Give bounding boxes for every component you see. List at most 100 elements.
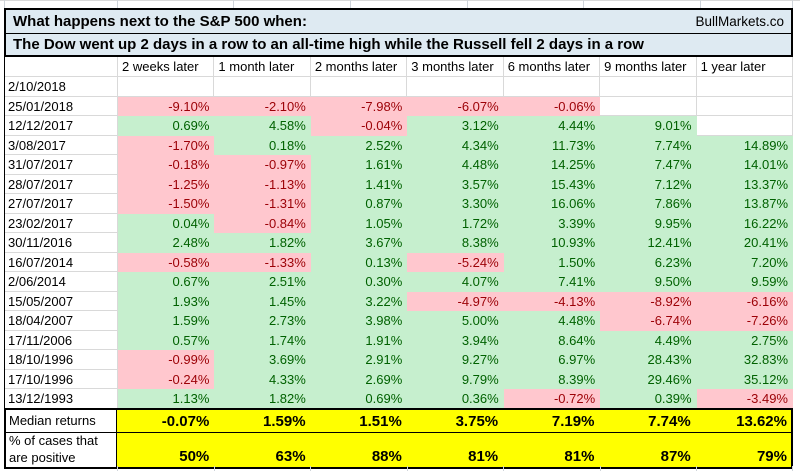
- return-cell: 16.22%: [696, 213, 793, 233]
- return-cell: -0.18%: [118, 155, 215, 175]
- return-cell: 1.82%: [214, 233, 311, 253]
- return-cell: 6.97%: [503, 350, 601, 370]
- return-cell: 10.93%: [503, 233, 601, 253]
- return-cell: 0.57%: [118, 330, 215, 350]
- return-cell: 7.12%: [600, 174, 697, 194]
- return-cell: 14.25%: [503, 155, 601, 175]
- return-cell: 16.06%: [503, 194, 601, 214]
- return-cell: 2.73%: [214, 311, 311, 331]
- return-cell: 3.22%: [310, 291, 408, 311]
- column-header: 3 months later: [407, 57, 504, 77]
- page-subtitle: The Dow went up 2 days in a row to an al…: [13, 35, 644, 53]
- return-cell: 1.72%: [407, 213, 504, 233]
- column-header: 1 month later: [214, 57, 311, 77]
- summary-value: 50%: [117, 433, 214, 467]
- column-header: 6 months later: [503, 57, 601, 77]
- corner-cell: [5, 57, 118, 77]
- column-header: 2 months later: [310, 57, 408, 77]
- return-cell: 1.59%: [118, 311, 215, 331]
- date-cell: 18/04/2007: [5, 311, 118, 331]
- return-cell: 29.46%: [600, 369, 697, 389]
- return-cell: -3.49%: [696, 389, 793, 409]
- page-title: What happens next to the S&P 500 when:: [13, 13, 307, 30]
- brand-label: BullMarkets.co: [695, 14, 784, 29]
- return-cell: 2.91%: [310, 350, 408, 370]
- return-cell: -1.70%: [118, 135, 215, 155]
- top-gridline: [0, 0, 800, 1]
- summary-value: 1.59%: [213, 410, 310, 432]
- summary-value: 7.74%: [598, 410, 695, 432]
- return-cell: 14.89%: [696, 135, 793, 155]
- summary-value: 13.62%: [694, 410, 791, 432]
- return-cell: 7.20%: [696, 252, 793, 272]
- return-cell: 0.39%: [600, 389, 697, 409]
- return-cell: -5.24%: [407, 252, 504, 272]
- return-cell: 20.41%: [696, 233, 793, 253]
- gridline-stub: [4, 0, 5, 8]
- return-cell: 28.43%: [600, 350, 697, 370]
- column-header: 1 year later: [696, 57, 793, 77]
- return-cell: 7.86%: [600, 194, 697, 214]
- return-cell: -6.07%: [407, 96, 504, 116]
- return-cell: 8.64%: [503, 330, 601, 350]
- return-cell: 2.52%: [310, 135, 408, 155]
- return-cell: -1.50%: [118, 194, 215, 214]
- summary-value: 1.51%: [309, 410, 406, 432]
- return-cell: 3.57%: [407, 174, 504, 194]
- return-cell: 3.30%: [407, 194, 504, 214]
- return-cell: 3.12%: [407, 116, 504, 136]
- return-cell: 1.50%: [503, 252, 601, 272]
- return-cell: 4.48%: [407, 155, 504, 175]
- return-cell: 1.05%: [310, 213, 408, 233]
- gridline-stub: [117, 0, 118, 8]
- date-cell: 13/12/1993: [5, 389, 118, 409]
- empty-cell: [600, 77, 697, 97]
- column-header: 2 weeks later: [118, 57, 215, 77]
- return-cell: 2.75%: [696, 330, 793, 350]
- return-cell: -0.58%: [118, 252, 215, 272]
- return-cell: -7.26%: [696, 311, 793, 331]
- summary-row: Median returns -0.07% 1.59% 1.51% 3.75% 7.19%…: [6, 410, 791, 433]
- return-cell: 32.83%: [696, 350, 793, 370]
- return-cell: 1.91%: [310, 330, 408, 350]
- return-cell: 0.67%: [118, 272, 215, 292]
- gridline-stub: [350, 0, 351, 8]
- return-cell: 3.94%: [407, 330, 504, 350]
- return-cell: 4.34%: [407, 135, 504, 155]
- return-cell: 11.73%: [503, 135, 601, 155]
- date-cell: 30/11/2016: [5, 233, 118, 253]
- return-cell: -1.25%: [118, 174, 215, 194]
- return-cell: 4.58%: [214, 116, 311, 136]
- return-cell: 0.04%: [118, 213, 215, 233]
- summary-value: 3.75%: [405, 410, 503, 432]
- date-cell: 16/07/2014: [5, 252, 118, 272]
- gridline-stub: [467, 0, 468, 8]
- return-cell: 3.67%: [310, 233, 408, 253]
- summary-block: Median returns -0.07% 1.59% 1.51% 3.75% 7.19%…: [4, 408, 793, 469]
- date-cell: 28/07/2017: [5, 174, 118, 194]
- summary-row: % of cases that are positive 50% 63% 88% 81% 8…: [6, 433, 791, 467]
- empty-cell: [696, 116, 793, 136]
- return-cell: 9.50%: [600, 272, 697, 292]
- return-cell: 9.79%: [407, 369, 504, 389]
- return-cell: 8.38%: [407, 233, 504, 253]
- return-cell: 2.48%: [118, 233, 215, 253]
- return-cell: 4.44%: [503, 116, 601, 136]
- return-cell: 8.39%: [503, 369, 601, 389]
- return-cell: -0.97%: [214, 155, 311, 175]
- return-cell: 1.74%: [214, 330, 311, 350]
- return-cell: -0.72%: [503, 389, 601, 409]
- date-cell: 25/01/2018: [5, 96, 118, 116]
- return-cell: -9.10%: [118, 96, 215, 116]
- gridline-stub: [696, 466, 697, 471]
- gridline-stub: [599, 466, 601, 471]
- empty-cell: [696, 96, 793, 116]
- gridline-stub: [700, 0, 701, 8]
- summary-label: % of cases that are positive: [6, 433, 117, 467]
- return-cell: -8.92%: [600, 291, 697, 311]
- return-cell: 6.23%: [600, 252, 697, 272]
- return-cell: 4.48%: [503, 311, 601, 331]
- summary-value: 7.19%: [502, 410, 599, 432]
- return-cell: 12.41%: [600, 233, 697, 253]
